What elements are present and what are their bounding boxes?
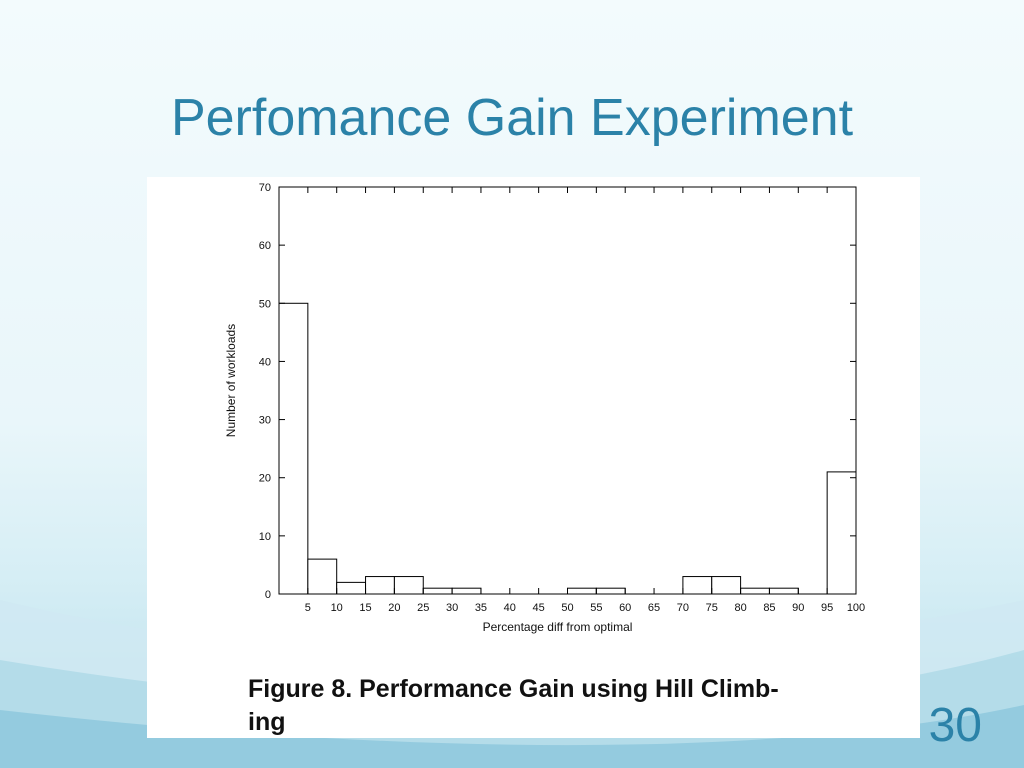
- bar-10: [307, 558, 338, 595]
- bar-60: [595, 587, 626, 595]
- ticks-layer: 0 10 20 30 40 50 60 70 5 10 15 20 25 30 35 40 45 50 55 60 65…: [259, 182, 865, 614]
- x-tick-label-100: 100: [847, 602, 865, 614]
- bar-5: [278, 302, 309, 595]
- bar-90: [768, 587, 799, 595]
- bars-layer: [278, 302, 857, 595]
- figure-caption-line-2: ing: [248, 708, 286, 736]
- x-tick-label-40: 40: [504, 602, 516, 614]
- x-tick-label-5: 5: [305, 602, 311, 614]
- x-tick-label-50: 50: [561, 602, 573, 614]
- x-tick-label-10: 10: [331, 602, 343, 614]
- slide-title: Perfomance Gain Experiment: [170, 89, 854, 147]
- x-tick-label-70: 70: [677, 602, 689, 614]
- plot-frame: [278, 186, 857, 595]
- slide-number: 30: [928, 699, 982, 752]
- x-tick-label-15: 15: [359, 602, 371, 614]
- figure-caption-line-1: Figure 8. Performance Gain using Hill Cl…: [248, 675, 779, 703]
- bar-25: [393, 576, 424, 595]
- bar-75: [682, 576, 713, 595]
- bar-30: [422, 587, 453, 595]
- y-tick-label-0: 0: [265, 589, 271, 601]
- bar-35: [451, 587, 482, 595]
- y-tick-label-30: 30: [259, 415, 271, 427]
- y-tick-label-10: 10: [259, 531, 271, 543]
- bar-55: [567, 587, 597, 595]
- figure-panel: 0 10 20 30 40 50 60 70 5 10 15 20 25 30 35 40 45 50 55 60 65…: [147, 177, 920, 738]
- bar-20: [365, 576, 395, 595]
- x-tick-label-75: 75: [706, 602, 718, 614]
- y-tick-label-70: 70: [259, 182, 271, 194]
- x-tick-label-80: 80: [734, 602, 746, 614]
- x-tick-label-90: 90: [792, 602, 804, 614]
- x-tick-label-20: 20: [388, 602, 400, 614]
- histogram-chart: 0 10 20 30 40 50 60 70 5 10 15 20 25 30 35 40 45 50 55 60 65…: [224, 182, 865, 634]
- x-tick-label-55: 55: [590, 602, 602, 614]
- y-axis-label: Number of workloads: [224, 324, 238, 437]
- x-tick-label-60: 60: [619, 602, 631, 614]
- bar-80: [711, 576, 742, 595]
- x-tick-label-45: 45: [533, 602, 545, 614]
- x-tick-label-95: 95: [821, 602, 833, 614]
- x-axis-label: Percentage diff from optimal: [483, 620, 633, 634]
- bar-100: [826, 471, 857, 595]
- x-tick-label-25: 25: [417, 602, 429, 614]
- y-tick-label-60: 60: [259, 240, 271, 252]
- figure-caption: Figure 8. Performance Gain using Hill Cl…: [248, 673, 888, 739]
- x-tick-label-30: 30: [446, 602, 458, 614]
- x-tick-label-65: 65: [648, 602, 660, 614]
- y-tick-label-50: 50: [259, 298, 271, 310]
- bar-15: [336, 581, 367, 595]
- y-tick-label-20: 20: [259, 473, 271, 485]
- y-tick-label-40: 40: [259, 356, 271, 368]
- x-tick-label-85: 85: [763, 602, 775, 614]
- x-tick-label-35: 35: [475, 602, 487, 614]
- bar-85: [740, 587, 770, 595]
